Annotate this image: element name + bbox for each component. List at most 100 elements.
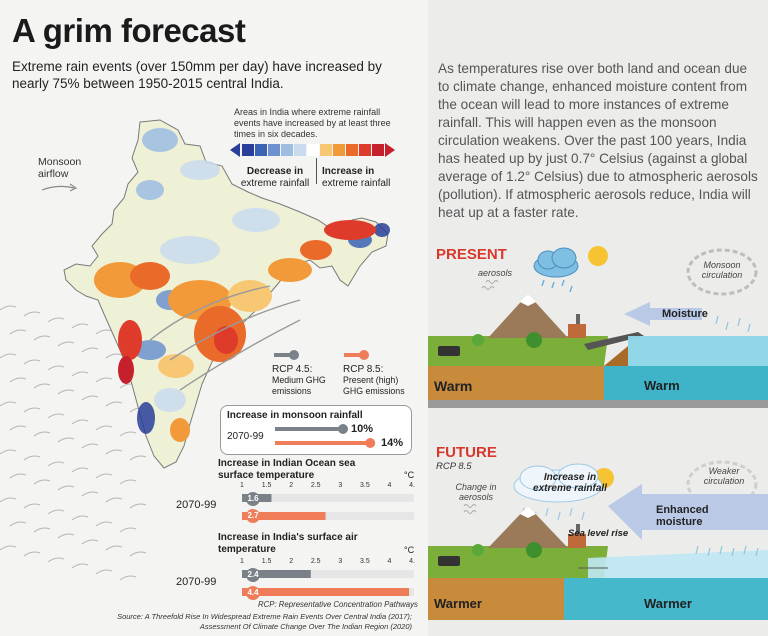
airflow-line [47, 317, 65, 323]
airflow-line [81, 443, 99, 449]
tick-label: 2 [289, 558, 293, 565]
air-period: 2070-99 [176, 576, 217, 588]
airflow-line [95, 377, 113, 383]
airflow-line [95, 473, 113, 479]
legend-swatch [372, 144, 384, 156]
ocean-temp-unit: °C [404, 470, 415, 480]
ocean-period: 2070-99 [176, 499, 217, 511]
future-land-label: Warmer [434, 596, 482, 611]
legend-swatch [242, 144, 254, 156]
rcp-key-lines [274, 350, 369, 360]
present-heading: PRESENT [436, 246, 507, 263]
increase-patches [94, 220, 376, 442]
airflow-line [47, 461, 65, 467]
legend-swatch [333, 144, 345, 156]
legend-swatch [281, 144, 293, 156]
legend-swatch [268, 144, 280, 156]
map-legend-title: Areas in India where extreme rainfall ev… [234, 107, 391, 139]
monsoon-period: 2070-99 [227, 431, 264, 442]
airflow-line [47, 365, 65, 371]
airflow-line [9, 521, 27, 527]
airflow-line [33, 431, 51, 437]
ocean-rcp85-value: 2.7 [246, 509, 260, 523]
rcp45-key: RCP 4.5: Medium GHG emissions [272, 364, 338, 397]
monsoon-bars [275, 424, 376, 448]
legend-swatch [346, 144, 358, 156]
tick-label: 3 [338, 558, 342, 565]
legend-increase: Increase in extreme rainfall [322, 166, 402, 190]
tick-label: 4.5 [409, 558, 415, 565]
monsoon-airflow-label: Monsoon airflow [38, 156, 82, 180]
tick-label: 3.5 [360, 482, 370, 489]
airflow-line [47, 509, 65, 515]
airflow-line [71, 467, 89, 473]
airflow-line [33, 479, 51, 485]
tick-label: 4 [387, 558, 391, 565]
future-ocean-label: Warmer [644, 596, 692, 611]
rcp85-desc: Present (high) GHG emissions [343, 375, 405, 396]
airflow-line [57, 341, 75, 347]
airflow-line [129, 551, 147, 557]
legend-swatch [359, 144, 371, 156]
tick-label: 1 [240, 482, 244, 489]
moisture-rain [715, 315, 751, 333]
rcp-note: RCP: Representative Concentration Pathwa… [258, 600, 418, 609]
airflow-line [129, 503, 147, 509]
ocean-temp-title: Increase in Indian Ocean sea surface tem… [218, 458, 356, 481]
intro-paragraph: As temperatures rise over both land and … [438, 61, 758, 220]
monsoon-arrows [149, 285, 301, 391]
future-heading: FUTURE [436, 444, 497, 461]
future-cloud-icon [513, 463, 603, 503]
enhanced-moisture-label: Enhanced moisture [656, 504, 709, 528]
airflow-line [119, 431, 137, 437]
weaker-circulation-label: Weaker circulation [703, 466, 745, 486]
airflow-line [105, 353, 123, 359]
airflow-line [105, 401, 123, 407]
airflow-line [119, 479, 137, 485]
increase-sublabel: extreme rainfall [322, 178, 391, 189]
present-land-label: Warm [434, 378, 473, 394]
airflow-line [9, 329, 27, 335]
airflow-line [0, 497, 17, 503]
airflow-line [57, 437, 75, 443]
airflow-line [0, 353, 17, 359]
tick-label: 4 [387, 482, 391, 489]
legend-swatch [294, 144, 306, 156]
sun-icon [588, 246, 608, 266]
change-aerosols-label: Change in aerosols [455, 482, 497, 502]
present-aerosols-label: aerosols [478, 268, 513, 278]
tick-label: 1.5 [262, 482, 272, 489]
airflow-line [81, 539, 99, 545]
airflow-line [81, 491, 99, 497]
tick-label: 2.5 [311, 482, 321, 489]
airflow-line [47, 413, 65, 419]
rcp85-key: RCP 8.5: Present (high) GHG emissions [343, 364, 417, 397]
page-subtitle: Extreme rain events (over 150mm per day)… [12, 59, 382, 91]
airflow-line [95, 425, 113, 431]
tick-label: 3 [338, 482, 342, 489]
airflow-line [9, 377, 27, 383]
airflow-line [23, 407, 41, 413]
present-scene [428, 246, 768, 408]
airflow-line [57, 533, 75, 539]
airflow-line [57, 485, 75, 491]
airflow-line [23, 311, 41, 317]
aerosol-squiggles [481, 280, 499, 290]
airflow-line [33, 335, 51, 341]
airflow-line [9, 473, 27, 479]
ocean-rcp45-value: 1.6 [246, 492, 260, 506]
tick-label: 1.5 [262, 558, 272, 565]
air-temp-title: Increase in India's surface air temperat… [218, 532, 358, 555]
source-line-2: Assessment Of Climate Change Over The In… [199, 621, 412, 631]
right-panel: As temperatures rise over both land and … [428, 0, 768, 636]
airflow-line [0, 401, 17, 407]
air-temp-chart: 1 1.5 2 2.5 3 3.5 4 4.5 [240, 558, 415, 596]
airflow-arrow-icon [41, 183, 78, 192]
increase-label: Increase in [322, 166, 375, 177]
monsoon-rcp85-value: 14% [381, 437, 404, 449]
sea-level-label: Sea level rise [568, 528, 629, 539]
airflow-line [95, 521, 113, 527]
airflow-line [105, 497, 123, 503]
air-rcp85-value: 4.4 [246, 586, 260, 600]
